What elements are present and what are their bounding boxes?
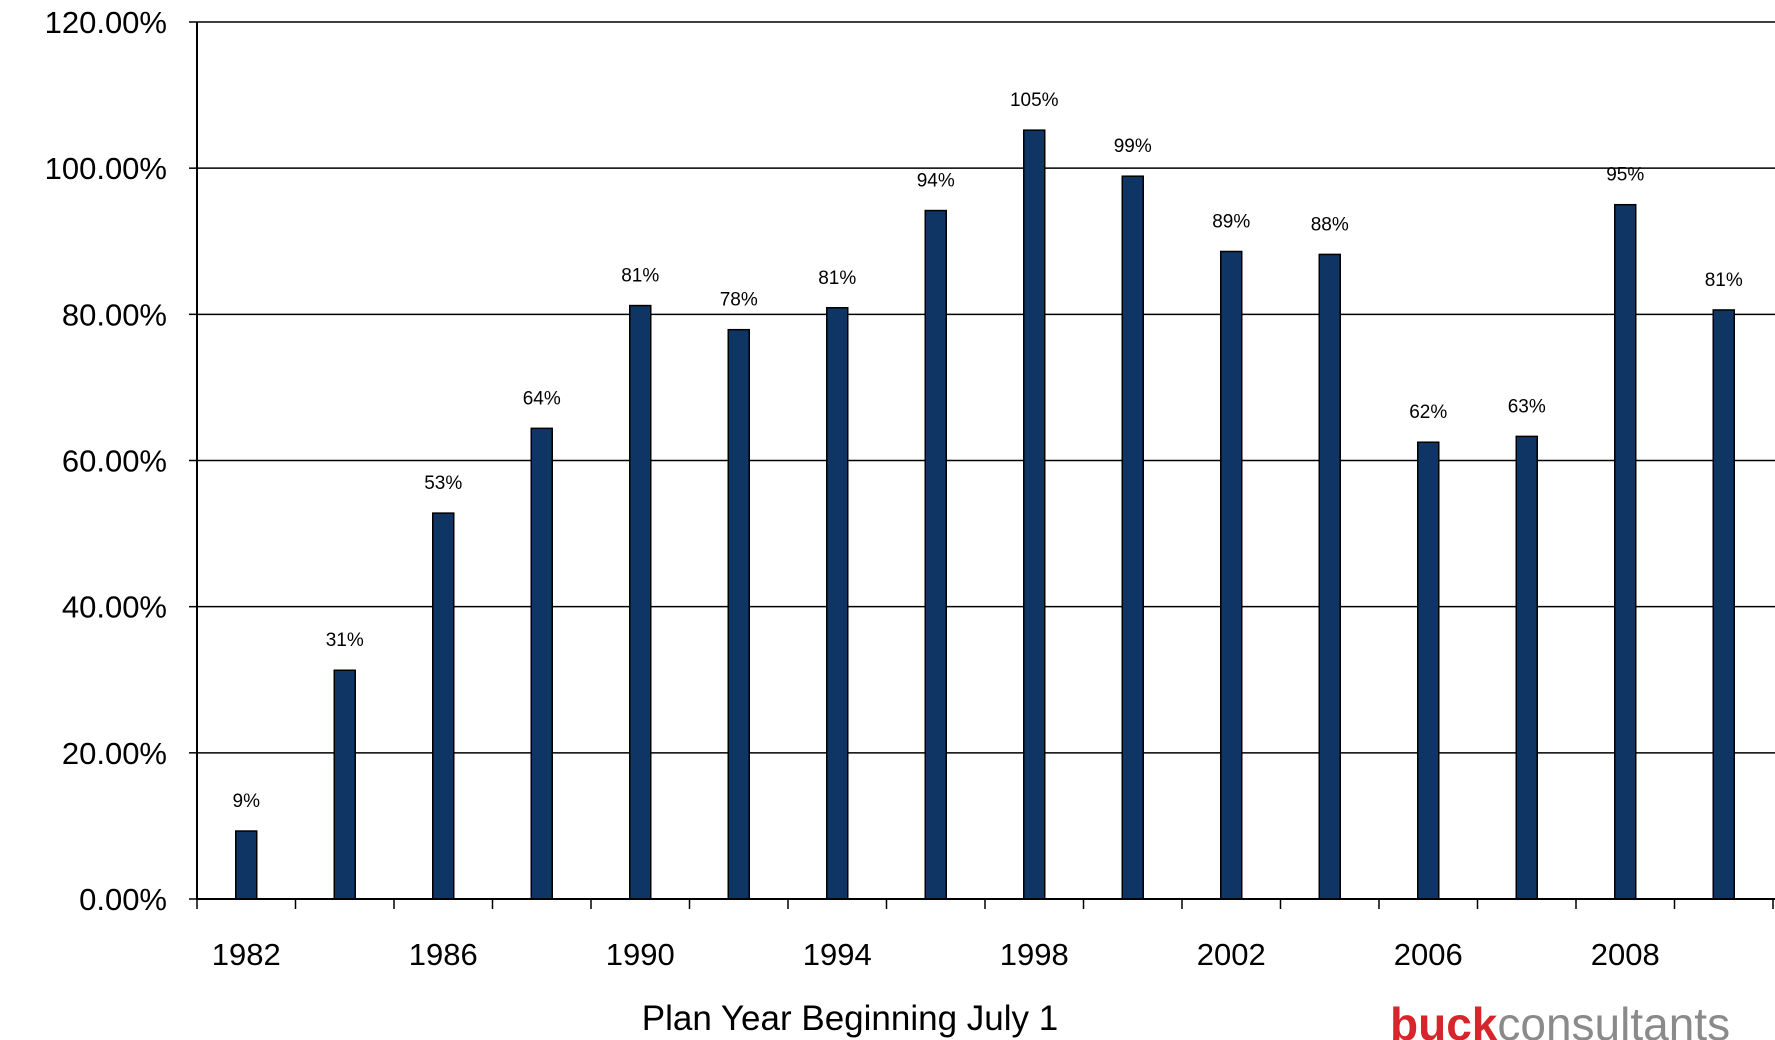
bar-1982 [235,830,258,900]
bar-2008 [1614,203,1637,900]
data-labels: 9% 31% 53% 64% 81% 78% 81% 94% 105% 99% 89% 88% 62% 6… [233,90,1743,812]
data-label-1998: 105% [1010,90,1059,111]
logo-suffix: consultants [1497,998,1730,1040]
y-tick-label: 80.00% [62,297,167,332]
buck-consultants-logo: buckconsultants [1390,998,1730,1040]
data-label-1986: 53% [424,473,462,494]
bar-1992 [727,328,750,900]
logo-brand: buck [1390,998,1498,1040]
x-tick-label: 2008 [1591,937,1660,972]
bar-1988 [530,427,553,900]
x-tick-label: 2006 [1394,937,1463,972]
data-label-2000: 99% [1114,136,1152,157]
data-label-1982: 9% [233,791,261,812]
bars [235,129,1735,900]
bar-1984 [333,669,356,900]
data-label-2004: 88% [1311,214,1349,235]
bar-2002 [1220,250,1243,900]
y-tick-label: 20.00% [62,736,167,771]
data-label-1996: 94% [917,171,955,192]
bar-2004 [1318,253,1341,900]
y-tick-label: 60.00% [62,444,167,479]
bar-1998 [1023,129,1046,900]
bar-1994 [826,307,849,900]
data-label-2009: 81% [1705,270,1743,291]
data-label-1984: 31% [326,630,364,651]
x-tick-label: 1990 [606,937,675,972]
y-tick-label: 0.00% [79,882,167,917]
data-label-2002: 89% [1212,211,1250,232]
x-tick-label: 1994 [803,937,872,972]
gridlines [197,21,1775,900]
x-tick-label: 2002 [1197,937,1266,972]
bar-1986 [432,512,455,900]
y-tick-label: 40.00% [62,590,167,625]
x-tick-label: 1982 [212,937,281,972]
data-label-1988: 64% [523,388,561,409]
data-label-2006: 62% [1409,402,1447,423]
bar-2007 [1515,435,1538,900]
data-label-2007: 63% [1508,396,1546,417]
y-tick-label: 100.00% [45,151,167,186]
bar-2009 [1712,309,1735,900]
x-axis-title: Plan Year Beginning July 1 [642,999,1058,1038]
bar-2006 [1417,441,1440,900]
y-tick-label: 120.00% [45,5,167,40]
bar-1990 [629,304,652,900]
data-label-1992: 78% [720,290,758,311]
data-label-2008: 95% [1606,165,1644,186]
data-label-1990: 81% [621,266,659,287]
data-label-1994: 81% [818,268,856,289]
axes: 0.00% 20.00% 40.00% 60.00% 80.00% 100.00% 120.… [45,5,1775,972]
bar-2000 [1121,175,1144,900]
x-tick-label: 1998 [1000,937,1069,972]
x-tick-label: 1986 [409,937,478,972]
bar-1996 [924,209,947,900]
